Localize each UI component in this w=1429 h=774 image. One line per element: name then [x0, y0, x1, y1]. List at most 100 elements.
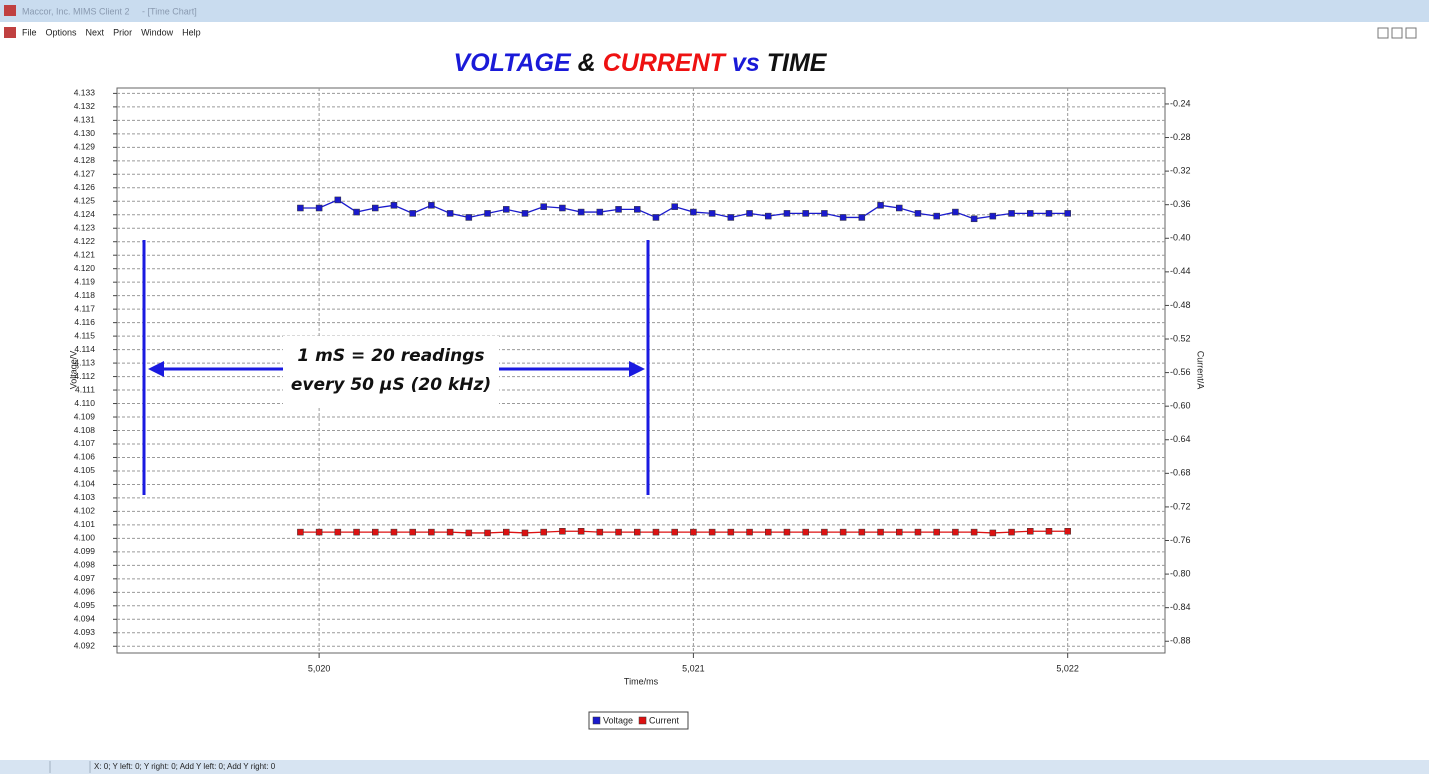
- data-point: [839, 528, 847, 536]
- y2-tick-label: -0.48: [1170, 300, 1191, 310]
- y2-tick-label: -0.56: [1170, 367, 1191, 377]
- annotation-text: every 50 µS (20 kHz): [291, 375, 491, 395]
- y2-tick-label: -0.32: [1170, 165, 1191, 175]
- x-tick-label: 5,022: [1056, 663, 1079, 673]
- data-point: [372, 528, 379, 536]
- data-point: [727, 214, 735, 221]
- title-part: TIME: [767, 49, 828, 77]
- y2-tick-label: -0.64: [1170, 434, 1191, 444]
- data-point: [1027, 210, 1034, 217]
- y-tick-label: 4.129: [74, 142, 96, 152]
- menu-item[interactable]: Next: [86, 27, 105, 37]
- arrow-head: [148, 361, 164, 377]
- menu-item[interactable]: Options: [46, 27, 78, 37]
- y2-tick-label: -0.76: [1170, 535, 1191, 545]
- y-tick-label: 4.110: [74, 398, 95, 408]
- data-point: [746, 210, 753, 217]
- data-point: [858, 528, 866, 536]
- y2-tick-label: -0.24: [1170, 98, 1191, 108]
- data-point: [297, 204, 304, 212]
- data-point: [952, 528, 959, 536]
- data-point: [596, 208, 604, 216]
- minimize-button[interactable]: [1377, 27, 1389, 39]
- data-point: [802, 210, 809, 217]
- restore-button[interactable]: [1391, 27, 1403, 39]
- menu-item[interactable]: File: [22, 27, 37, 37]
- data-point: [503, 528, 510, 536]
- y-axis-label: Voltage/V: [68, 351, 78, 390]
- arrow-head: [629, 361, 645, 377]
- data-point: [428, 528, 435, 536]
- menu-item[interactable]: Prior: [113, 27, 132, 37]
- data-point: [540, 203, 547, 210]
- y2-tick-label: -0.44: [1170, 266, 1191, 276]
- y-tick-label: 4.104: [74, 479, 96, 489]
- data-point: [802, 528, 809, 536]
- data-point: [914, 210, 922, 217]
- data-point: [446, 210, 454, 217]
- y-tick-label: 4.107: [74, 438, 96, 448]
- data-point: [1045, 528, 1053, 535]
- data-point: [652, 528, 660, 536]
- data-point: [503, 206, 510, 213]
- data-point: [970, 528, 978, 536]
- data-point: [559, 204, 566, 212]
- window-title: Maccor, Inc. MIMS Client 2 - [Time Chart…: [22, 6, 197, 16]
- y-tick-label: 4.101: [74, 519, 96, 529]
- y2-tick-label: -0.28: [1170, 132, 1191, 142]
- data-point: [896, 204, 903, 212]
- menu-item[interactable]: Window: [141, 27, 174, 37]
- data-point: [559, 528, 566, 535]
- y-tick-label: 4.106: [74, 452, 96, 462]
- y-tick-label: 4.102: [74, 506, 96, 516]
- legend-label: Current: [649, 715, 680, 725]
- app-icon: [4, 5, 16, 16]
- data-point: [315, 528, 323, 536]
- annotation-text: 1 mS = 20 readings: [297, 346, 484, 366]
- data-point: [465, 214, 473, 221]
- data-point: [989, 212, 997, 220]
- data-point: [933, 212, 940, 220]
- y-tick-label: 4.115: [74, 330, 95, 340]
- data-point: [1045, 210, 1053, 217]
- status-bar: [0, 760, 1429, 774]
- y-tick-label: 4.112: [74, 371, 95, 381]
- data-point: [615, 206, 622, 213]
- y2-axis-label: Current/A: [1196, 351, 1206, 390]
- close-button[interactable]: [1405, 27, 1417, 39]
- data-point: [952, 208, 959, 216]
- data-point: [334, 528, 342, 536]
- data-point: [989, 529, 997, 537]
- y-tick-label: 4.096: [74, 587, 96, 597]
- y-tick-label: 4.121: [74, 249, 96, 259]
- title-part: &: [578, 49, 596, 77]
- y-tick-label: 4.100: [74, 533, 96, 543]
- menu-item[interactable]: Help: [182, 27, 201, 37]
- data-point: [577, 208, 585, 216]
- title-part: VOLTAGE: [454, 49, 572, 77]
- y-tick-label: 4.109: [74, 411, 96, 421]
- y2-tick-label: -0.88: [1170, 636, 1191, 646]
- y-tick-label: 4.125: [74, 196, 96, 206]
- data-point: [858, 214, 866, 221]
- data-point: [690, 528, 697, 536]
- data-point: [765, 212, 772, 220]
- data-point: [484, 210, 491, 217]
- data-point: [783, 210, 791, 217]
- data-point: [615, 528, 622, 536]
- data-point: [409, 528, 416, 536]
- y-tick-label: 4.130: [74, 128, 96, 138]
- data-point: [671, 203, 678, 210]
- y-tick-label: 4.098: [74, 560, 96, 570]
- data-point: [334, 196, 342, 204]
- y-tick-label: 4.099: [74, 546, 96, 556]
- y-tick-label: 4.111: [75, 384, 95, 394]
- data-point: [727, 528, 735, 536]
- y-tick-label: 4.093: [74, 627, 96, 637]
- data-point: [540, 528, 547, 536]
- data-point: [821, 210, 828, 217]
- data-point: [671, 528, 678, 536]
- data-point: [783, 528, 791, 536]
- data-point: [690, 208, 697, 216]
